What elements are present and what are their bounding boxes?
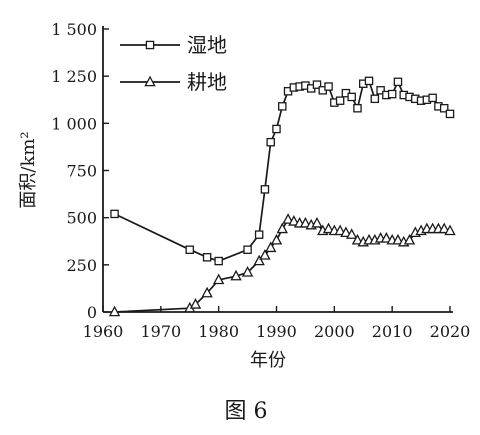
data-point [392, 233, 404, 245]
data-point [347, 92, 356, 102]
y-tick-label: 1 500 [51, 20, 97, 39]
data-point [282, 213, 294, 224]
data-point [345, 228, 358, 239]
x-axis-title: 年份 [250, 350, 286, 371]
data-point [259, 249, 271, 260]
x-tick-label: 2020 [430, 322, 471, 341]
data-point [253, 254, 265, 266]
figure-caption: 图 6 [225, 399, 268, 424]
data-point [278, 102, 287, 111]
data-point [243, 245, 252, 254]
x-tick-label: 2010 [372, 322, 413, 341]
data-point [312, 80, 322, 89]
y-tick-label: 500 [66, 209, 97, 228]
x-tick-label: 1980 [198, 322, 239, 341]
data-point [387, 89, 397, 99]
series-line [114, 218, 451, 313]
x-tick-label: 1990 [256, 322, 297, 341]
data-point [270, 233, 283, 245]
data-point [444, 224, 456, 236]
data-point [254, 230, 264, 239]
data-point [439, 103, 449, 113]
data-point [189, 298, 202, 309]
data-point [299, 216, 312, 228]
data-point [438, 222, 450, 234]
data-point [370, 94, 380, 104]
data-point [428, 93, 437, 103]
data-point [335, 96, 345, 105]
data-point [288, 215, 300, 226]
series-layer [108, 76, 456, 317]
data-point [108, 305, 121, 317]
x-tick-label: 1960 [83, 322, 124, 341]
data-point [376, 86, 385, 95]
y-tick-label: 750 [66, 162, 97, 181]
data-point [353, 103, 362, 113]
legend-label: 耕地 [187, 70, 227, 94]
legend-item: 湿地 [120, 33, 227, 57]
legend-item: 耕地 [120, 70, 227, 94]
data-point [202, 253, 212, 262]
data-point [241, 266, 254, 277]
data-point [214, 256, 223, 266]
data-point [380, 232, 393, 243]
y-tick-label: 250 [66, 256, 97, 275]
data-point [311, 216, 323, 228]
x-tick-label: 2000 [314, 322, 355, 341]
data-point [364, 76, 374, 86]
data-point [351, 233, 364, 245]
data-point [185, 245, 194, 254]
legend-marker [144, 75, 156, 87]
x-tick-label: 1970 [140, 322, 181, 341]
legend-label: 湿地 [187, 33, 227, 57]
y-tick-label: 1 250 [51, 67, 97, 86]
data-point [201, 286, 213, 298]
series-triangle [108, 213, 456, 317]
legend-marker [145, 40, 155, 50]
data-point [272, 124, 281, 134]
data-point [266, 137, 275, 147]
data-point [110, 209, 119, 219]
y-tick-label: 0 [87, 303, 97, 322]
data-point [445, 109, 455, 119]
data-point [260, 185, 270, 194]
series-square [110, 76, 455, 266]
data-point [334, 224, 346, 236]
y-tick-label: 1 000 [51, 114, 97, 133]
data-point [212, 273, 225, 285]
y-axis-title: 面积/km² [18, 131, 39, 208]
data-point [230, 269, 242, 281]
axes: 0 250 500 750 1 000 1 250 1 500 1960 1970 1980 199… [51, 20, 470, 341]
data-point [324, 82, 333, 91]
data-point [276, 222, 288, 234]
data-point [340, 226, 352, 238]
data-point [322, 222, 335, 234]
data-point [393, 77, 403, 87]
data-point [403, 233, 416, 245]
data-point [265, 241, 277, 253]
